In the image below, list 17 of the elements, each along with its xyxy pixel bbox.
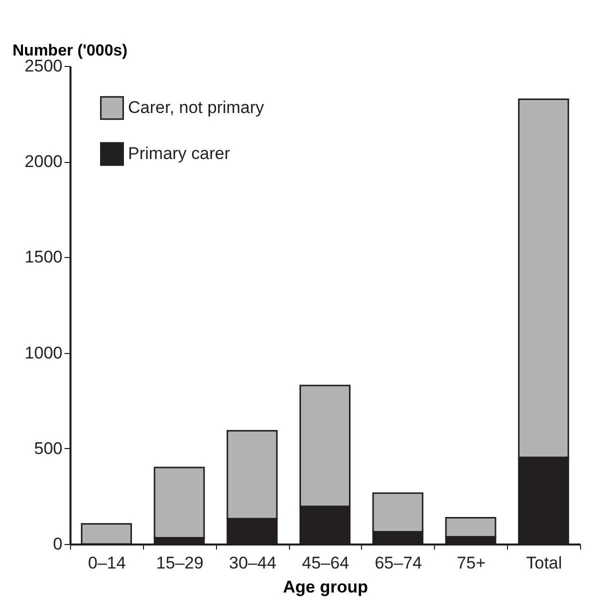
x-axis-title: Age group <box>283 578 368 596</box>
legend-label: Primary carer <box>128 144 230 163</box>
x-tick-label: 15–29 <box>156 554 204 572</box>
y-axis-title: Number ('000s) <box>12 42 128 60</box>
x-tick-label: 45–64 <box>302 554 350 572</box>
x-tick-label: 30–44 <box>229 554 276 572</box>
y-tick-label: 500 <box>34 438 62 458</box>
y-tick-label: 2000 <box>24 152 62 172</box>
legend-label: Carer, not primary <box>128 98 265 117</box>
x-tick-label: Total <box>526 554 562 572</box>
x-tick-label: 75+ <box>456 554 486 572</box>
y-tick-label: 0 <box>53 534 62 554</box>
y-tick-label: 1500 <box>24 248 62 267</box>
x-tick-label: 0–14 <box>88 554 126 572</box>
x-tick-label: 65–74 <box>374 554 422 572</box>
y-tick-label: 2500 <box>24 56 62 76</box>
y-tick-label: 1000 <box>24 343 62 362</box>
